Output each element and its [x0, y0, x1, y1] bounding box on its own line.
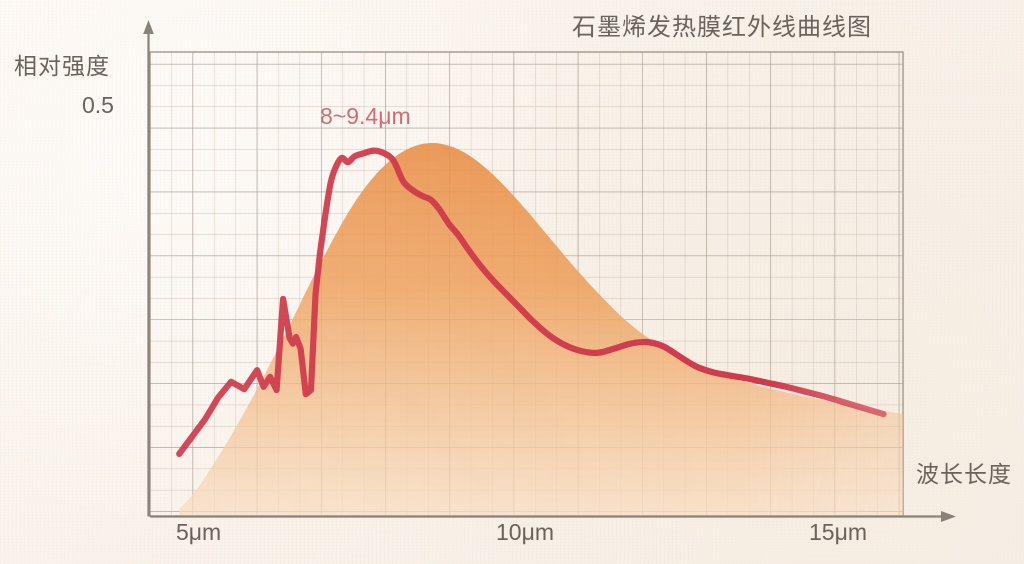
- arrow-up-icon: [143, 20, 154, 34]
- y-axis-tick-label: 0.5: [82, 92, 114, 118]
- chart-title: 石墨烯发热膜红外线曲线图: [572, 14, 872, 41]
- x-axis-tick-label: 15μm: [809, 519, 867, 545]
- y-axis-label: 相对强度: [14, 53, 110, 79]
- x-axis-label: 波长长度: [916, 461, 1012, 487]
- measured-curve-series: [176, 147, 887, 457]
- x-axis-tick-label: 5μm: [176, 519, 222, 545]
- arrow-right-icon: [941, 511, 956, 522]
- axis-lines: [143, 20, 956, 522]
- x-axis-tick-label: 10μm: [496, 519, 554, 545]
